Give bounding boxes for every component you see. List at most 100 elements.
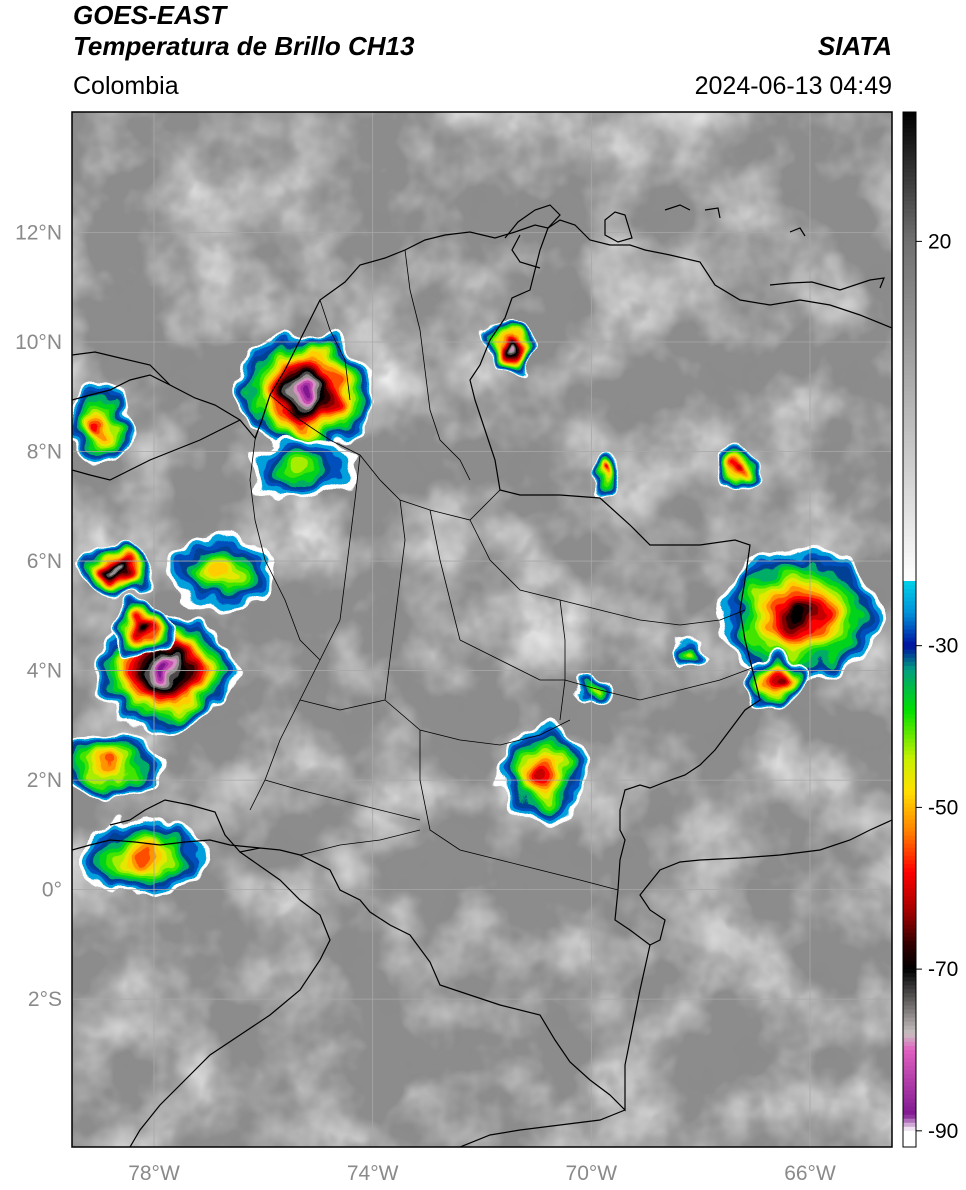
timestamp-label: 2024-06-13 04:49 (694, 72, 892, 100)
colorbar-band (903, 233, 916, 238)
colorbar-band (903, 261, 916, 267)
colorbar-band (903, 338, 916, 344)
colorbar-band (903, 548, 916, 554)
colorbar-band (903, 213, 916, 218)
colorbar-band (903, 508, 916, 513)
colorbar-band (903, 128, 916, 133)
colorbar-band (903, 1090, 916, 1096)
colorbar-band (903, 621, 916, 627)
colorbar-band (903, 952, 916, 958)
brazil-border (639, 819, 892, 946)
storm-contour (112, 569, 119, 575)
colorbar-band (903, 120, 916, 125)
colorbar-band (903, 815, 916, 821)
colorbar-band (903, 1054, 916, 1059)
colorbar-band (903, 200, 916, 206)
storm-contour (507, 345, 512, 350)
storm-cell (77, 544, 154, 600)
colorbar-band (903, 148, 916, 154)
colorbar-band (903, 1070, 916, 1075)
colorbar-band (903, 419, 916, 424)
colorbar-band (903, 661, 916, 667)
colorbar-band (903, 395, 916, 400)
colorbar-band (903, 1013, 916, 1019)
colorbar-band (903, 370, 916, 376)
colorbar-band (903, 965, 916, 970)
colorbar-band (903, 459, 916, 465)
colorbar-band (903, 536, 916, 542)
colorbar-band (903, 823, 916, 829)
storm-contour (95, 418, 104, 430)
colorbar-band (903, 1106, 916, 1112)
colorbar-band (903, 904, 916, 910)
colorbar-band (903, 649, 916, 655)
colorbar-band (903, 140, 916, 145)
colorbar-band (903, 168, 916, 174)
colorbar-band (903, 560, 916, 566)
colorbar-band (903, 989, 916, 994)
colorbar-bands (903, 112, 916, 1148)
storm-contour (103, 759, 118, 768)
colorbar-band (903, 678, 916, 683)
colorbar-band (903, 734, 916, 740)
colorbar-band (903, 839, 916, 845)
lat-tick-label: 8°N (27, 441, 62, 464)
colorbar-band (903, 645, 916, 651)
colorbar-band (903, 851, 916, 857)
colorbar-band (903, 956, 916, 962)
colorbar-band (903, 487, 916, 493)
colorbar-band (903, 758, 916, 764)
colorbar-band (903, 1021, 916, 1027)
colorbar-band (903, 241, 916, 247)
colorbar-band (903, 431, 916, 437)
product-title: Temperatura de Brillo CH13 (73, 31, 415, 61)
colorbar-band (903, 447, 916, 453)
colorbar-band (903, 702, 916, 707)
storm-contour (140, 624, 147, 630)
colorbar-band (903, 302, 916, 307)
colorbar-band (903, 362, 916, 368)
colorbar-band (903, 722, 916, 728)
colorbar-band (903, 314, 916, 319)
storm-contour (134, 851, 152, 862)
colorbar-band (903, 322, 916, 327)
colorbar-band (903, 868, 916, 873)
colorbar-band (903, 807, 916, 813)
colorbar-band (903, 993, 916, 999)
colorbar-band (903, 1098, 916, 1104)
colorbar-band (903, 924, 916, 930)
colorbar-band (903, 156, 916, 162)
colorbar-band (903, 657, 916, 663)
colorbar-band (903, 605, 916, 610)
colorbar-band (903, 326, 916, 331)
colorbar-band (903, 504, 916, 509)
colorbar-band (903, 766, 916, 772)
lon-tick-label: 78°W (128, 1162, 180, 1185)
colorbar-band (903, 217, 916, 222)
colorbar-band (903, 467, 916, 473)
lat-tick-label: 2°S (28, 988, 62, 1011)
colorbar-band (903, 386, 916, 392)
colorbar-band (903, 896, 916, 901)
colorbar-band (903, 196, 916, 202)
colorbar-band (903, 900, 916, 906)
lat-tick-label: 4°N (27, 660, 62, 683)
lat-tick-label: 10°N (15, 331, 62, 354)
colorbar-band (903, 144, 916, 149)
colorbar-tick-label: 20 (928, 230, 951, 253)
colorbar-band (903, 455, 916, 461)
colorbar-band (903, 245, 916, 251)
colorbar-band (903, 532, 916, 538)
colorbar-band (903, 977, 916, 982)
colorbar-band (903, 779, 916, 784)
storm-cell (591, 451, 625, 496)
colorbar-band (903, 617, 916, 623)
colorbar-band (903, 1029, 916, 1035)
colorbar-band (903, 1114, 916, 1120)
colorbar-band (903, 1074, 916, 1079)
lon-tick-label: 70°W (566, 1162, 618, 1185)
colorbar-band (903, 310, 916, 315)
colorbar-band (903, 718, 916, 724)
colorbar-band (903, 580, 916, 586)
region-label: Colombia (73, 72, 179, 100)
